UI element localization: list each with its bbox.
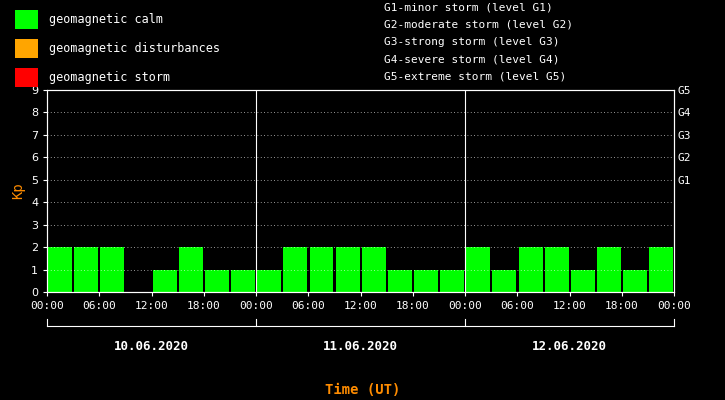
Bar [466, 247, 490, 292]
Text: G2-moderate storm (level G2): G2-moderate storm (level G2) [384, 20, 573, 30]
Bar [231, 270, 255, 292]
Bar [623, 270, 647, 292]
Bar [336, 247, 360, 292]
Bar [414, 270, 438, 292]
Bar [544, 247, 568, 292]
Bar [49, 247, 72, 292]
Bar [571, 270, 594, 292]
Bar [362, 247, 386, 292]
Bar [388, 270, 412, 292]
Text: 11.06.2020: 11.06.2020 [323, 340, 398, 353]
Bar [14, 39, 38, 58]
Bar [283, 247, 307, 292]
Bar [75, 247, 99, 292]
Text: 12.06.2020: 12.06.2020 [532, 340, 608, 353]
Text: G1-minor storm (level G1): G1-minor storm (level G1) [384, 3, 553, 13]
Y-axis label: Kp: Kp [12, 183, 25, 199]
Bar [257, 270, 281, 292]
Bar [14, 68, 38, 87]
Text: geomagnetic calm: geomagnetic calm [49, 13, 162, 26]
Bar [153, 270, 177, 292]
Bar [440, 270, 464, 292]
Bar [518, 247, 542, 292]
Bar [14, 10, 38, 29]
Text: G3-strong storm (level G3): G3-strong storm (level G3) [384, 37, 560, 47]
Bar [205, 270, 229, 292]
Text: G4-severe storm (level G4): G4-severe storm (level G4) [384, 54, 560, 64]
Bar [492, 270, 516, 292]
Text: geomagnetic disturbances: geomagnetic disturbances [49, 42, 220, 55]
Text: Time (UT): Time (UT) [325, 383, 400, 397]
Bar [649, 247, 673, 292]
Bar [597, 247, 621, 292]
Bar [179, 247, 203, 292]
Text: geomagnetic storm: geomagnetic storm [49, 71, 170, 84]
Text: 10.06.2020: 10.06.2020 [114, 340, 189, 353]
Text: G5-extreme storm (level G5): G5-extreme storm (level G5) [384, 71, 566, 81]
Bar [310, 247, 334, 292]
Bar [101, 247, 125, 292]
